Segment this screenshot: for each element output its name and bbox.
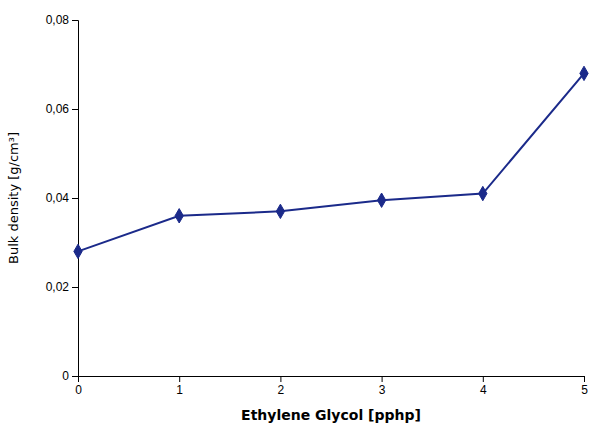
tick-mark xyxy=(72,376,78,377)
plot: 0 1 2 3 4 5 0 0,02 0,04 0,06 0,08 xyxy=(46,13,589,396)
tick: 1 xyxy=(176,376,183,397)
tick-label: 0,02 xyxy=(46,280,70,294)
tick-label: 5 xyxy=(581,383,588,397)
tick-mark xyxy=(584,376,585,382)
point xyxy=(479,186,487,200)
x-axis-title: Ethylene Glycol [pphp] xyxy=(241,407,421,423)
tick-label: 0,08 xyxy=(46,13,70,27)
tick-mark xyxy=(72,109,78,110)
tick-label: 4 xyxy=(480,383,487,397)
tick: 0 xyxy=(62,369,78,383)
y-axis-title: Bulk density [g/cm³] xyxy=(6,132,21,264)
tick: 0 xyxy=(75,376,82,397)
point xyxy=(377,193,385,207)
tick: 4 xyxy=(480,376,487,397)
tick: 2 xyxy=(278,376,285,397)
series xyxy=(74,66,588,258)
point xyxy=(580,66,588,80)
tick-mark xyxy=(72,20,78,21)
tick-mark xyxy=(72,198,78,199)
tick-mark xyxy=(483,376,484,382)
tick-mark xyxy=(72,287,78,288)
tick: 5 xyxy=(581,376,588,397)
tick-mark xyxy=(280,376,281,382)
tick-label: 0 xyxy=(75,383,82,397)
tick-label: 3 xyxy=(379,383,386,397)
tick: 0,08 xyxy=(46,13,78,27)
axis-line xyxy=(79,377,585,383)
tick-mark xyxy=(382,376,383,382)
line xyxy=(78,73,584,251)
tick: 0,06 xyxy=(46,102,78,116)
tick-label: 0,06 xyxy=(46,102,70,116)
tick-label: 0,04 xyxy=(46,191,70,205)
tick-label: 2 xyxy=(278,383,285,397)
point xyxy=(276,204,284,218)
tick-mark xyxy=(179,376,180,382)
axis-line xyxy=(72,21,79,377)
point xyxy=(74,244,82,258)
tick: 0,02 xyxy=(46,280,78,294)
tick-label: 1 xyxy=(176,383,183,397)
chart: 0 1 2 3 4 5 0 0,02 0,04 0,06 0,08 Ethylene Glycol [… xyxy=(0,0,609,434)
tick: 0,04 xyxy=(46,191,78,205)
tick-label: 0 xyxy=(62,369,69,383)
tick: 3 xyxy=(379,376,386,397)
x-axis: 0 1 2 3 4 5 xyxy=(75,376,588,397)
y-axis: 0 0,02 0,04 0,06 0,08 xyxy=(46,13,79,383)
point xyxy=(175,209,183,223)
